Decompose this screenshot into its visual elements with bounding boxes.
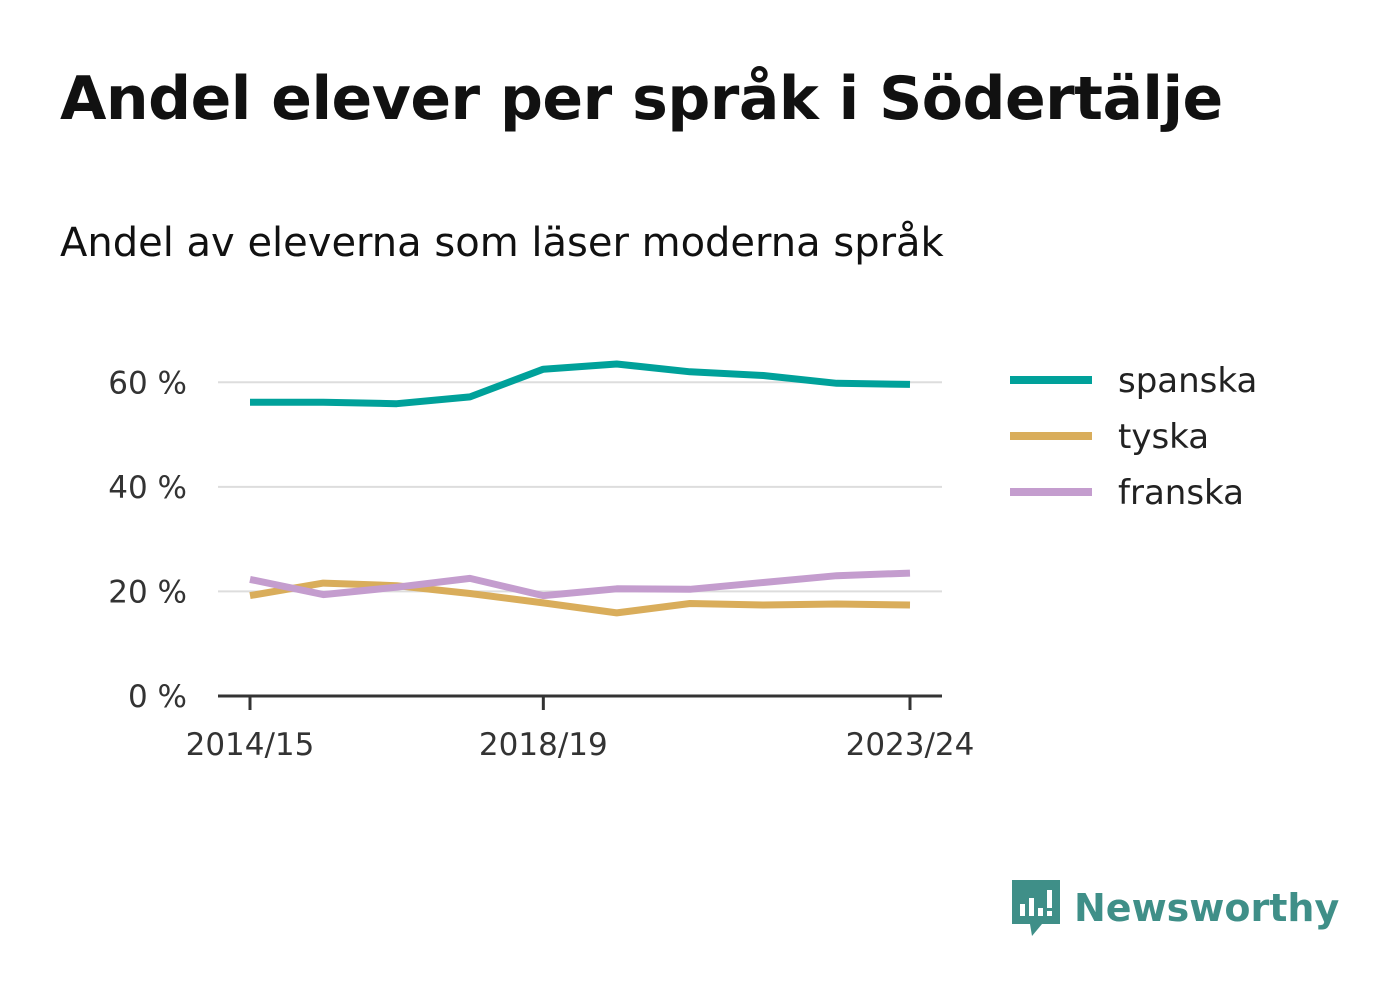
x-tick-label: 2014/15 xyxy=(186,727,315,763)
chart-title: Andel elever per språk i Södertälje xyxy=(60,64,1223,134)
y-tick-label: 40 % xyxy=(108,470,187,506)
series-line-spanska xyxy=(250,360,911,408)
brand: Newsworthy xyxy=(1010,878,1339,938)
x-tick-label: 2018/19 xyxy=(479,727,608,763)
legend-label-tyska: tyska xyxy=(1118,417,1209,457)
series-line-franska xyxy=(249,569,911,600)
series-lines xyxy=(249,360,911,617)
brand-name: Newsworthy xyxy=(1074,886,1340,930)
legend: spanska tyska franska xyxy=(1010,361,1257,513)
legend-label-franska: franska xyxy=(1118,473,1244,513)
y-tick-label: 0 % xyxy=(128,679,187,715)
legend-label-spanska: spanska xyxy=(1118,361,1257,401)
x-tick-label: 2023/24 xyxy=(846,727,975,763)
x-axis-ticks: 2014/15 2018/19 2023/24 xyxy=(186,696,975,763)
y-tick-label: 60 % xyxy=(108,365,187,401)
y-tick-label: 20 % xyxy=(108,574,187,610)
series-line-tyska xyxy=(249,579,911,617)
y-axis-ticks: 0 % 20 % 40 % 60 % xyxy=(108,365,187,715)
grid-lines xyxy=(218,381,942,593)
chart-subtitle: Andel av eleverna som läser moderna språ… xyxy=(60,220,944,266)
newsworthy-logo-icon xyxy=(1012,880,1060,936)
